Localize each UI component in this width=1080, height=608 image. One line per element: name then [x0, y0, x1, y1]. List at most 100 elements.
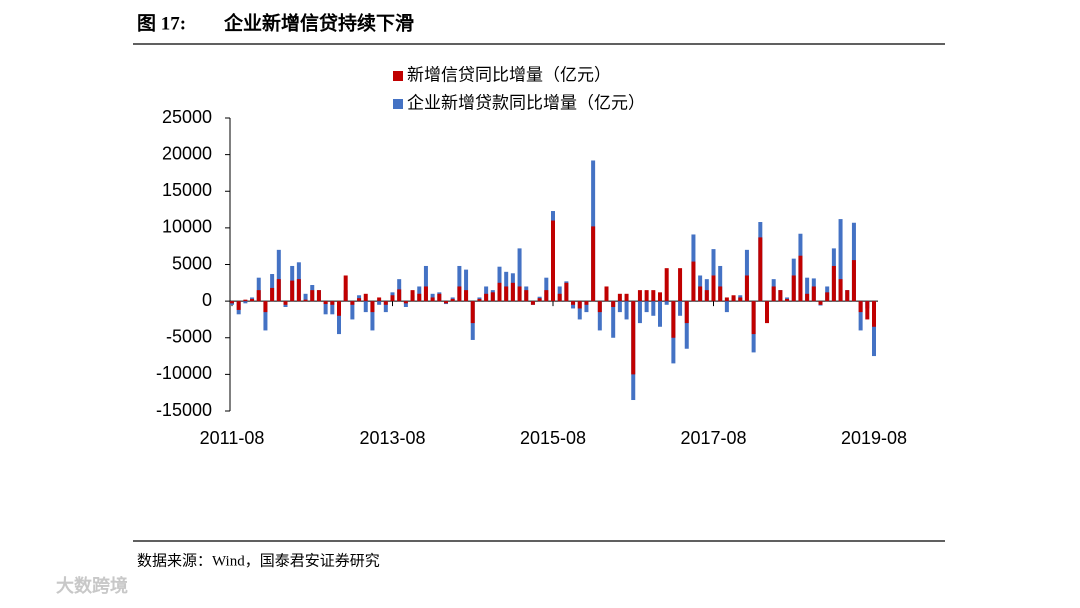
x-tick-label: 2015-08	[520, 428, 586, 448]
bar	[457, 265, 462, 302]
bar	[624, 301, 629, 320]
bar	[504, 286, 509, 302]
bar	[591, 226, 596, 302]
bar	[350, 301, 355, 320]
bar	[577, 301, 582, 309]
bar	[290, 280, 295, 302]
bar	[403, 301, 408, 304]
bar	[296, 279, 301, 302]
bar	[577, 301, 582, 320]
bar	[243, 299, 248, 302]
bar	[490, 292, 495, 302]
bar	[464, 290, 469, 302]
bar	[664, 268, 669, 302]
bar	[765, 301, 769, 324]
bar	[658, 301, 662, 327]
bar	[597, 301, 602, 313]
bar	[517, 286, 522, 302]
bar	[243, 301, 248, 304]
bar	[744, 275, 749, 302]
bar	[510, 282, 515, 302]
bar	[644, 290, 649, 302]
bar	[230, 301, 234, 304]
bar	[785, 298, 790, 302]
bar	[330, 301, 335, 305]
bar	[403, 301, 408, 307]
bar	[611, 301, 616, 338]
bar	[644, 301, 649, 313]
chart-title: 企业新增信贷持续下滑	[223, 11, 414, 34]
bar	[377, 297, 382, 302]
watermark: 大数跨境	[56, 575, 128, 596]
bar	[457, 286, 462, 302]
y-tick-label: 0	[202, 290, 212, 310]
bar	[617, 293, 622, 302]
bar	[704, 290, 709, 302]
x-tick-label: 2013-08	[359, 428, 425, 448]
bar	[350, 301, 355, 305]
bar	[838, 279, 843, 302]
bar	[303, 293, 308, 302]
bar	[624, 293, 629, 302]
bar	[316, 290, 321, 302]
bar	[530, 301, 535, 305]
bar	[571, 301, 576, 305]
bar	[370, 301, 375, 313]
y-tick-label: 25000	[162, 107, 212, 127]
bar	[470, 301, 475, 324]
bar	[337, 301, 341, 335]
bar	[337, 301, 341, 316]
bar	[858, 301, 863, 331]
bar	[236, 301, 241, 310]
bar	[865, 301, 870, 320]
bar	[423, 286, 428, 302]
bar	[250, 298, 255, 302]
bar	[658, 292, 662, 302]
bar	[731, 295, 736, 302]
bar	[637, 301, 642, 324]
bar	[263, 301, 268, 331]
bar	[617, 301, 622, 313]
bar	[303, 299, 308, 302]
source-note: 数据来源：Wind，国泰君安证券研究	[137, 552, 380, 569]
bar	[276, 249, 281, 302]
bar	[724, 301, 729, 313]
bar	[584, 301, 589, 313]
bar	[811, 286, 816, 302]
bar	[276, 279, 281, 302]
bar	[798, 255, 803, 302]
bar	[477, 298, 482, 302]
bar	[363, 293, 368, 302]
y-tick-label: 10000	[162, 217, 212, 237]
bar	[872, 301, 876, 327]
bar	[323, 301, 328, 305]
bar	[551, 220, 555, 302]
bar	[484, 293, 489, 302]
bar	[637, 290, 642, 302]
bar	[383, 301, 388, 313]
bar	[738, 297, 743, 302]
bar	[437, 293, 442, 302]
bar	[684, 301, 689, 324]
bar	[711, 275, 716, 302]
bar	[805, 293, 810, 302]
bar	[310, 290, 315, 302]
bar	[718, 265, 723, 302]
bar	[524, 290, 529, 302]
bar	[270, 287, 275, 302]
bar	[417, 293, 422, 302]
y-tick-label: 15000	[162, 180, 212, 200]
bar	[718, 286, 723, 302]
bar	[464, 269, 469, 302]
bar	[684, 301, 689, 349]
bar	[858, 301, 863, 313]
bar	[330, 301, 335, 315]
bar	[397, 289, 402, 302]
bar	[343, 275, 348, 302]
bar	[390, 295, 395, 302]
bar	[671, 301, 676, 338]
bar	[631, 301, 636, 375]
bar	[383, 301, 388, 305]
y-tick-label: -10000	[156, 363, 212, 383]
bar	[497, 282, 502, 302]
